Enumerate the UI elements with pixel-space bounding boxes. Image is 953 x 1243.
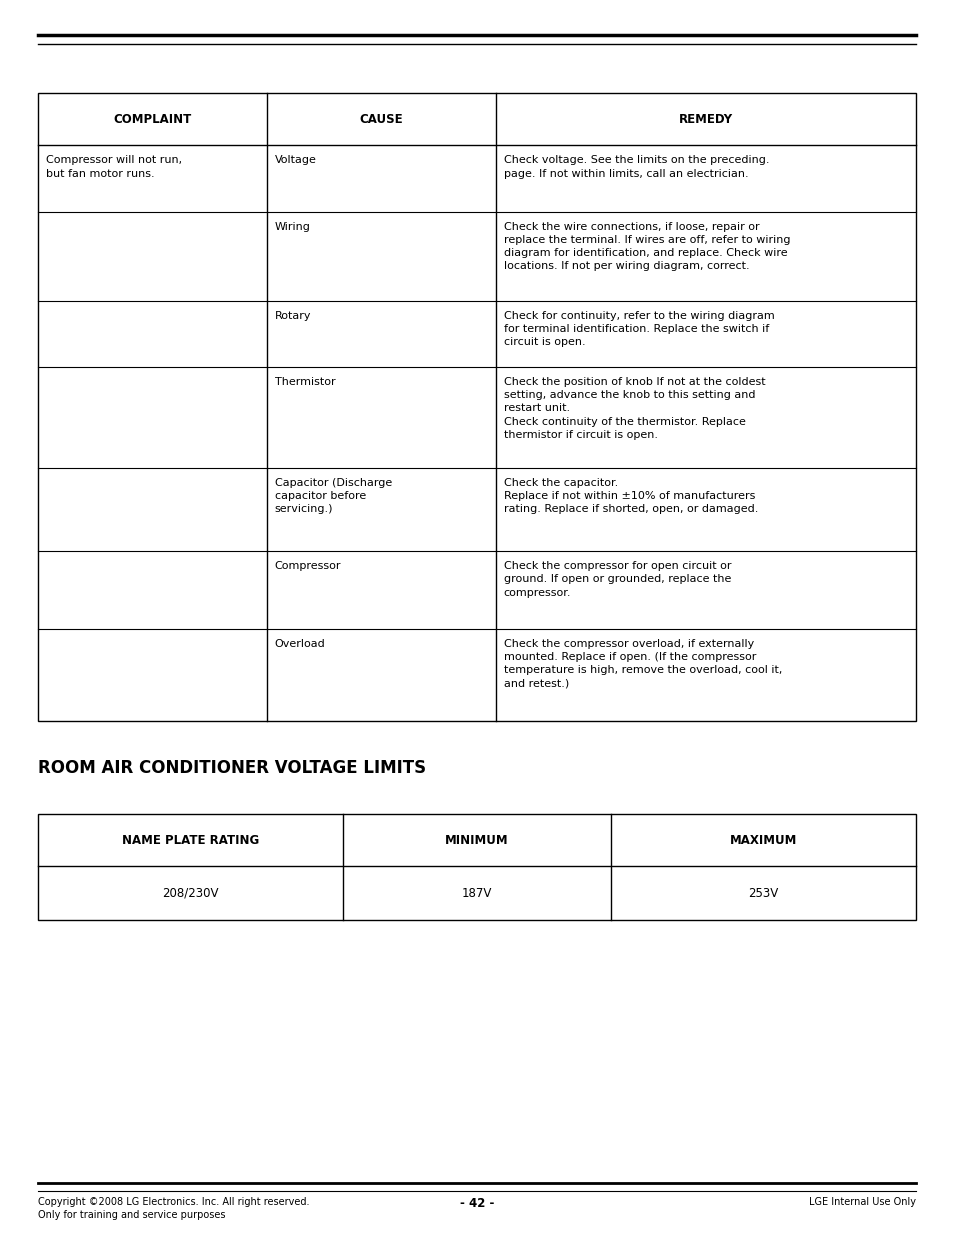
Text: Check the position of knob If not at the coldest
setting, advance the knob to th: Check the position of knob If not at the…	[503, 377, 764, 440]
Text: Voltage: Voltage	[274, 155, 316, 165]
Text: ROOM AIR CONDITIONER VOLTAGE LIMITS: ROOM AIR CONDITIONER VOLTAGE LIMITS	[38, 759, 426, 777]
Text: REMEDY: REMEDY	[679, 113, 732, 126]
Text: Check the compressor for open circuit or
ground. If open or grounded, replace th: Check the compressor for open circuit or…	[503, 561, 730, 598]
Text: Check for continuity, refer to the wiring diagram
for terminal identification. R: Check for continuity, refer to the wirin…	[503, 311, 774, 347]
Text: Compressor: Compressor	[274, 561, 341, 571]
Text: Overload: Overload	[274, 639, 325, 649]
Text: NAME PLATE RATING: NAME PLATE RATING	[122, 834, 259, 846]
Text: Check the capacitor.
Replace if not within ±10% of manufacturers
rating. Replace: Check the capacitor. Replace if not with…	[503, 477, 758, 515]
Text: Copyright ©2008 LG Electronics. Inc. All right reserved.
Only for training and s: Copyright ©2008 LG Electronics. Inc. All…	[38, 1197, 310, 1221]
Text: Capacitor (Discharge
capacitor before
servicing.): Capacitor (Discharge capacitor before se…	[274, 477, 392, 515]
Text: MINIMUM: MINIMUM	[445, 834, 508, 846]
Text: Check the compressor overload, if externally
mounted. Replace if open. (If the c: Check the compressor overload, if extern…	[503, 639, 781, 689]
Bar	[38, 814, 915, 920]
Text: 187V: 187V	[461, 886, 492, 900]
Text: 253V: 253V	[747, 886, 778, 900]
Text: Wiring: Wiring	[274, 221, 311, 231]
Text: Check voltage. See the limits on the preceding.
page. If not within limits, call: Check voltage. See the limits on the pre…	[503, 155, 768, 179]
Text: CAUSE: CAUSE	[359, 113, 403, 126]
Text: Compressor will not run,
but fan motor runs.: Compressor will not run, but fan motor r…	[46, 155, 182, 179]
Bar	[38, 93, 915, 721]
Text: Rotary: Rotary	[274, 311, 311, 321]
Text: Thermistor: Thermistor	[274, 377, 335, 387]
Text: 208/230V: 208/230V	[162, 886, 219, 900]
Text: LGE Internal Use Only: LGE Internal Use Only	[808, 1197, 915, 1207]
Text: COMPLAINT: COMPLAINT	[113, 113, 192, 126]
Text: MAXIMUM: MAXIMUM	[729, 834, 796, 846]
Text: - 42 -: - 42 -	[459, 1197, 494, 1209]
Text: Check the wire connections, if loose, repair or
replace the terminal. If wires a: Check the wire connections, if loose, re…	[503, 221, 789, 271]
